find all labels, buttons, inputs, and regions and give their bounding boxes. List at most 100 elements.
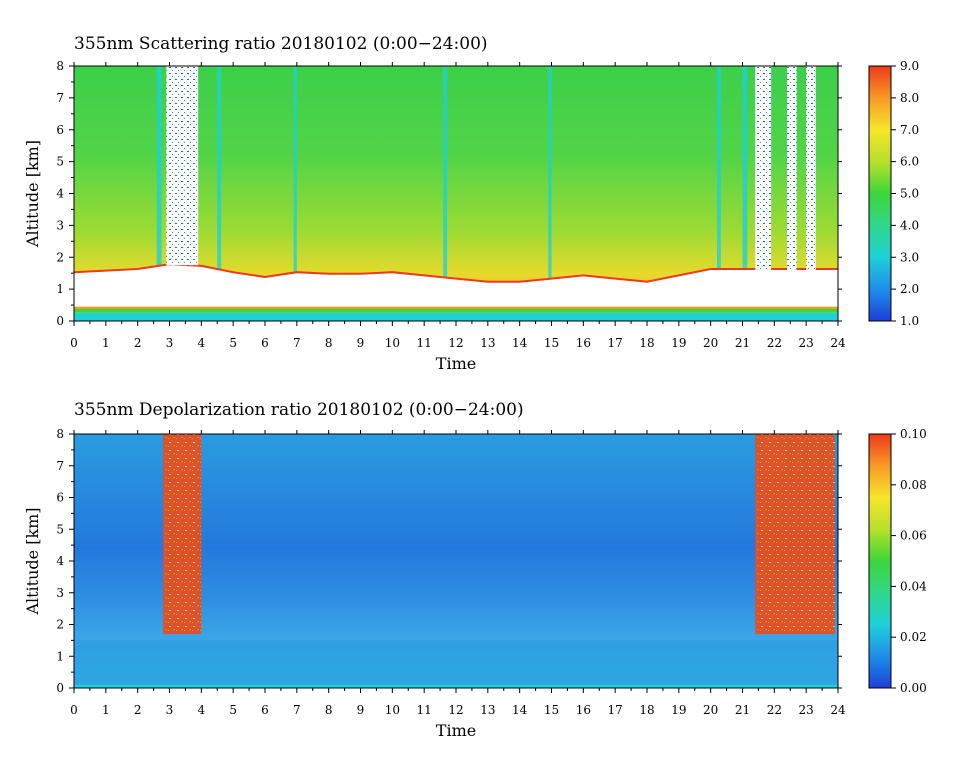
y-tick-label: 1 [56, 282, 64, 296]
colorbar-tick-label: 0.04 [900, 579, 927, 593]
x-tick-label: 8 [325, 336, 333, 350]
x-tick-label: 21 [735, 703, 750, 717]
x-tick-label: 8 [325, 703, 333, 717]
x-tick-label: 20 [703, 336, 718, 350]
x-tick-label: 16 [576, 703, 591, 717]
x-tick-label: 11 [417, 703, 432, 717]
colorbar-tick-label: 0.00 [900, 681, 927, 695]
x-tick-label: 13 [480, 336, 495, 350]
y-tick-label: 0 [56, 681, 64, 695]
heatmap-streak [156, 66, 162, 321]
colorbar-tick-label: 8.0 [900, 91, 919, 105]
x-tick-label: 12 [448, 336, 463, 350]
depolarization-ratio-panel: 355nm Depolarization ratio 20180102 (0:0… [23, 400, 927, 740]
colorbar-tick-label: 1.0 [900, 314, 919, 328]
x-tick-label: 6 [261, 703, 269, 717]
y-tick-label: 7 [56, 459, 64, 473]
x-tick-label: 17 [608, 336, 623, 350]
x-tick-label: 1 [102, 703, 110, 717]
no-data-gap [787, 66, 797, 270]
x-tick-label: 18 [639, 336, 654, 350]
y-tick-label: 8 [56, 427, 64, 441]
surface-band [74, 313, 838, 322]
x-axis-label: Time [436, 354, 476, 373]
x-tick-label: 9 [357, 336, 365, 350]
x-tick-label: 23 [799, 703, 814, 717]
y-axis-label: Altitude [km] [23, 140, 42, 248]
colorbar-tick-label: 0.02 [900, 630, 927, 644]
x-tick-label: 0 [70, 703, 78, 717]
x-tick-label: 15 [544, 703, 559, 717]
colorbar [868, 433, 892, 689]
high-depol-column [755, 434, 835, 635]
x-tick-label: 19 [671, 336, 686, 350]
x-tick-label: 6 [261, 336, 269, 350]
heatmap-streak [293, 66, 297, 321]
y-tick-label: 3 [56, 218, 64, 232]
y-tick-label: 3 [56, 586, 64, 600]
surface-band [74, 306, 838, 310]
boundary-layer-band [74, 640, 838, 685]
x-tick-label: 18 [639, 703, 654, 717]
colorbar-tick-label: 0.06 [900, 529, 927, 543]
x-tick-label: 24 [830, 336, 846, 350]
x-tick-label: 2 [134, 703, 142, 717]
no-data-gap [806, 66, 816, 270]
y-axis-label: Altitude [km] [23, 507, 42, 615]
x-tick-label: 11 [417, 336, 432, 350]
x-tick-label: 24 [830, 703, 846, 717]
colorbar [868, 65, 892, 322]
chart-title: 355nm Depolarization ratio 20180102 (0:0… [74, 400, 524, 420]
x-tick-label: 21 [735, 336, 750, 350]
x-tick-label: 23 [799, 336, 814, 350]
y-tick-label: 2 [56, 250, 64, 264]
x-tick-label: 15 [544, 336, 559, 350]
x-tick-label: 14 [512, 336, 528, 350]
y-tick-label: 1 [56, 649, 64, 663]
x-tick-label: 10 [385, 703, 400, 717]
x-tick-label: 3 [166, 336, 174, 350]
x-tick-label: 1 [102, 336, 110, 350]
heatmap-streak [548, 66, 552, 321]
colorbar-tick-label: 6.0 [900, 155, 919, 169]
surface-band [74, 684, 838, 688]
x-tick-label: 14 [512, 703, 528, 717]
heatmap-streak [443, 66, 448, 321]
heatmap-streak [742, 66, 748, 321]
x-axis-label: Time [436, 721, 476, 740]
x-tick-label: 13 [480, 703, 495, 717]
no-data-gap [166, 66, 199, 266]
colorbar-tick-label: 3.0 [900, 250, 919, 264]
x-tick-label: 3 [166, 703, 174, 717]
x-tick-label: 22 [767, 336, 782, 350]
y-tick-label: 6 [56, 123, 64, 137]
x-tick-label: 20 [703, 703, 718, 717]
x-tick-label: 22 [767, 703, 782, 717]
x-tick-label: 10 [385, 336, 400, 350]
x-tick-label: 19 [671, 703, 686, 717]
colorbar-tick-label: 9.0 [900, 59, 919, 73]
y-tick-label: 8 [56, 59, 64, 73]
y-tick-label: 7 [56, 91, 64, 105]
x-tick-label: 4 [198, 703, 206, 717]
no-data-gap [755, 66, 772, 270]
x-tick-label: 4 [198, 336, 206, 350]
colorbar-tick-label: 5.0 [900, 187, 919, 201]
high-depol-column [163, 434, 202, 635]
y-tick-label: 6 [56, 491, 64, 505]
y-tick-label: 5 [56, 155, 64, 169]
x-tick-label: 17 [608, 703, 623, 717]
x-tick-label: 9 [357, 703, 365, 717]
x-tick-label: 2 [134, 336, 142, 350]
x-tick-label: 16 [576, 336, 591, 350]
y-tick-label: 0 [56, 314, 64, 328]
y-tick-label: 2 [56, 618, 64, 632]
y-tick-label: 4 [56, 554, 64, 568]
heatmap-streak [217, 66, 222, 321]
y-tick-label: 4 [56, 187, 64, 201]
colorbar-tick-label: 7.0 [900, 123, 919, 137]
x-tick-label: 12 [448, 703, 463, 717]
colorbar-tick-label: 4.0 [900, 218, 919, 232]
colorbar-tick-label: 0.08 [900, 478, 927, 492]
